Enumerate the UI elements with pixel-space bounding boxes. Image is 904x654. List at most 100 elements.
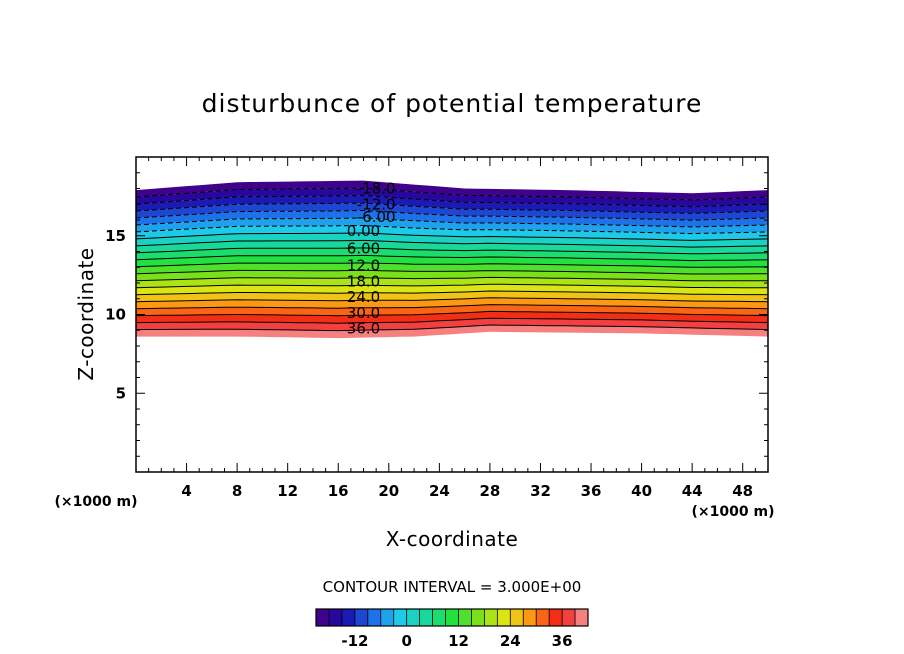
x-tick-label: 32 [530, 482, 551, 500]
colorbar-swatch [380, 609, 395, 626]
y-tick-label: 15 [105, 227, 126, 245]
colorbar-tick-label: 24 [500, 632, 521, 650]
colorbar-swatch [367, 609, 382, 626]
colorbar-swatch [536, 609, 550, 626]
colorbar-swatch [471, 609, 485, 626]
contour-labels: -18.0-12.0-6.000.006.0012.018.024.030.03… [347, 180, 396, 338]
colorbar-swatch [458, 609, 472, 626]
colorbar-swatch [341, 609, 356, 626]
contour-line [136, 202, 768, 214]
field-band [136, 225, 768, 241]
x-tick-label: 44 [682, 482, 703, 500]
contour-label: 0.00 [347, 222, 380, 240]
contour-line [136, 324, 768, 332]
field-band [136, 247, 768, 261]
x-tick-label: 36 [581, 482, 602, 500]
colorbar-swatch [445, 609, 459, 626]
contour-label: 24.0 [347, 288, 380, 306]
field-band [136, 233, 768, 248]
x-tick-label: 24 [429, 482, 450, 500]
contour-line [136, 304, 768, 310]
y-unit-label: (×1000 m) [55, 494, 138, 510]
x-tick-label: 28 [479, 482, 500, 500]
y-tick-label: 5 [116, 384, 126, 402]
field-band [136, 210, 768, 227]
colorbar-swatch [562, 609, 576, 626]
field-band [136, 325, 768, 339]
field-band [136, 240, 768, 254]
y-axis-title: Z-coordinate [74, 247, 98, 380]
axis-ticks [136, 157, 768, 472]
contour-line [136, 232, 768, 241]
x-tick-labels: 4 8 12 16 20 24 28 32 36 40 44 48 [181, 482, 753, 500]
colorbar-swatch [328, 609, 343, 626]
colorbar-swatch [354, 609, 369, 626]
contour-line [136, 254, 768, 262]
colorbar-swatch [432, 609, 446, 626]
contour-label: 6.00 [347, 239, 380, 257]
contour-line [136, 247, 768, 255]
colorbar-swatch [484, 609, 498, 626]
contour-line [136, 262, 768, 268]
contour-interval-text: CONTOUR INTERVAL = 3.000E+00 [323, 578, 582, 596]
colorbar-swatch [419, 609, 433, 626]
contour-lines [136, 187, 768, 332]
field-band [136, 311, 768, 324]
contour-line [136, 283, 768, 289]
contour-label: -18.0 [357, 180, 396, 198]
temperature-field [136, 180, 768, 339]
x-tick-label: 16 [328, 482, 349, 500]
contour-line [136, 209, 768, 221]
colorbar-swatch [316, 609, 330, 626]
contour-line [136, 269, 768, 275]
colorbar-swatch [549, 609, 563, 626]
x-tick-label: 4 [181, 482, 191, 500]
x-tick-label: 20 [378, 482, 399, 500]
field-band [136, 318, 768, 331]
contour-line [136, 217, 768, 228]
contour-line [136, 317, 768, 324]
contour-line [136, 224, 768, 235]
x-tick-label: 40 [631, 482, 652, 500]
colorbar-swatch [393, 609, 407, 626]
y-tick-labels: 5 10 15 [105, 227, 126, 402]
colorbar-frame [315, 608, 589, 627]
contour-label: 18.0 [347, 272, 380, 290]
colorbar [315, 608, 589, 627]
colorbar-tick-labels: -12 0 12 24 36 [341, 632, 572, 650]
contour-label: 12.0 [347, 257, 380, 275]
field-band [136, 304, 768, 316]
colorbar-swatch [406, 609, 420, 626]
contour-line [136, 297, 768, 303]
field-band [136, 218, 768, 234]
contour-line [136, 290, 768, 296]
colorbar-swatch [510, 609, 524, 626]
contour-label: 30.0 [347, 304, 380, 322]
contour-line [136, 195, 768, 208]
contour-label: -6.00 [357, 208, 396, 226]
field-band [136, 203, 768, 221]
x-axis-title: X-coordinate [386, 527, 519, 551]
contour-line [136, 239, 768, 248]
field-band [136, 188, 768, 207]
contour-line [136, 310, 768, 317]
contour-label: -12.0 [357, 195, 396, 213]
contour-line [136, 276, 768, 282]
colorbar-swatch [575, 609, 589, 626]
field-band [136, 180, 768, 200]
x-tick-label: 48 [732, 482, 753, 500]
x-unit-label: (×1000 m) [692, 504, 775, 520]
field-band [136, 270, 768, 281]
x-tick-label: 12 [277, 482, 298, 500]
y-tick-label: 10 [105, 306, 126, 324]
colorbar-swatch [523, 609, 537, 626]
x-tick-label: 8 [232, 482, 242, 500]
contour-line [136, 187, 768, 201]
colorbar-tick-label: -12 [341, 632, 368, 650]
field-band [136, 255, 768, 268]
colorbar-tick-label: 12 [448, 632, 469, 650]
contour-label: 36.0 [347, 320, 380, 338]
colorbar-tick-label: 36 [552, 632, 573, 650]
colorbar-swatch [497, 609, 511, 626]
